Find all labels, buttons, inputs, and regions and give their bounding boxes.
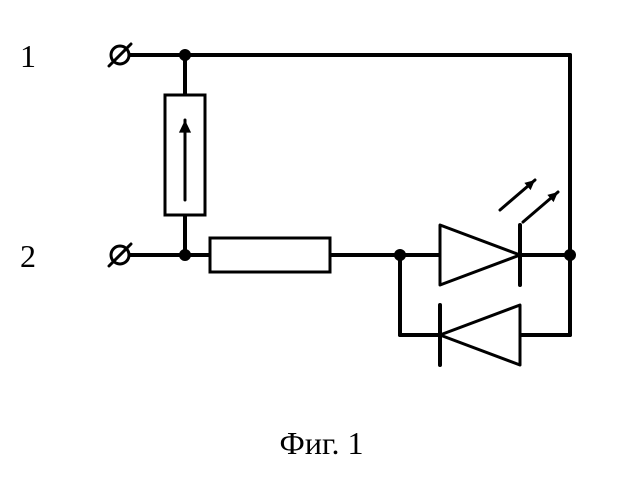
circuit-diagram [0,0,643,500]
